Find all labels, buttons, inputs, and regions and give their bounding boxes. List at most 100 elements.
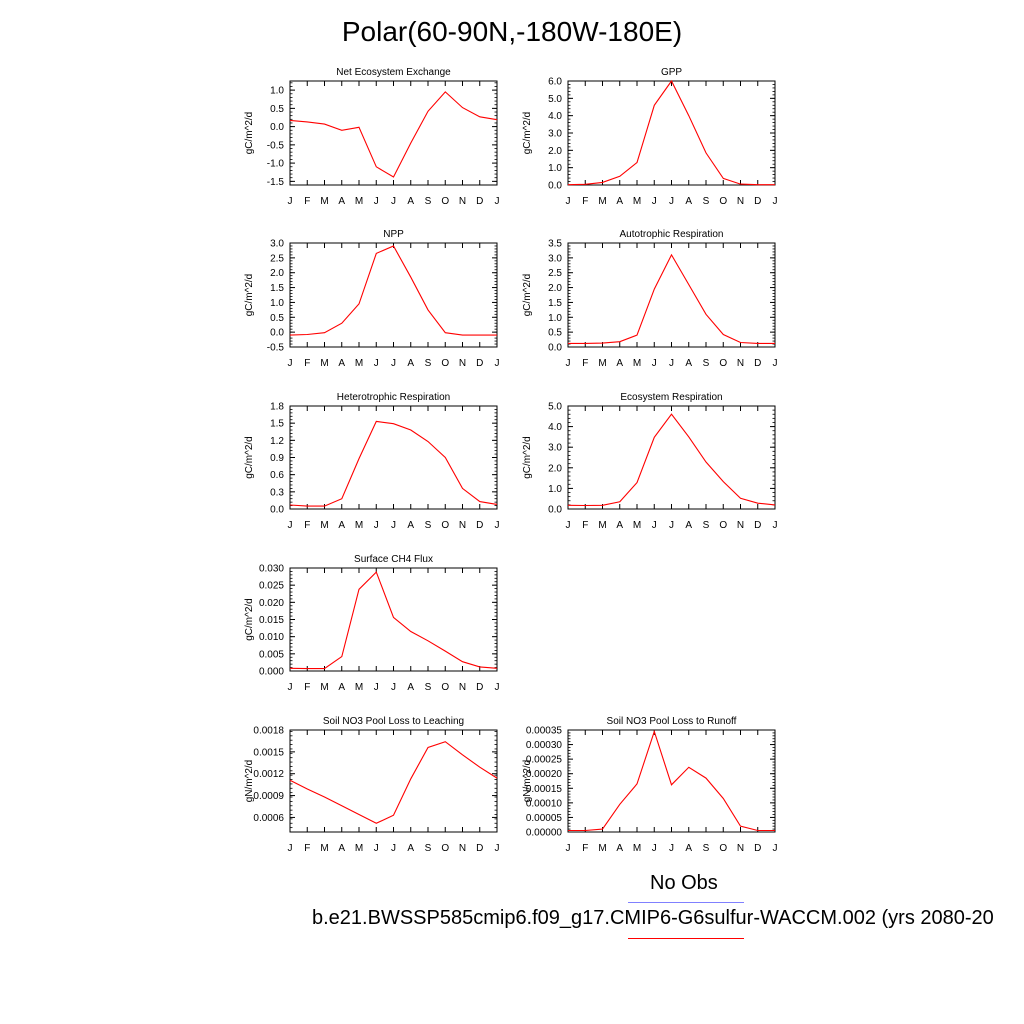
y-tick-label: 2.0 (548, 146, 562, 157)
y-tick-label: 2.5 (270, 253, 284, 264)
y-tick-label: -1.0 (267, 159, 285, 170)
legend-obs-label: No Obs (650, 872, 718, 894)
y-tick-label: 0.0018 (253, 726, 284, 737)
chart-title: Ecosystem Respiration (620, 392, 722, 403)
chart-title: Autotrophic Respiration (620, 229, 724, 240)
y-tick-label: 0.000 (259, 667, 284, 678)
plot-frame (289, 567, 498, 672)
y-tick-label: 2.0 (270, 268, 284, 279)
x-tick-label: D (476, 682, 483, 693)
x-tick-label: F (304, 196, 310, 207)
x-tick-label: D (476, 358, 483, 369)
y-tick-label: -0.5 (267, 343, 285, 354)
x-tick-label: J (495, 196, 500, 207)
y-tick-label: 0.6 (270, 470, 284, 481)
x-tick-label: A (616, 520, 623, 531)
x-tick-label: M (633, 843, 641, 854)
x-tick-label: J (391, 843, 396, 854)
x-tick-label: M (320, 358, 328, 369)
y-tick-label: 1.0 (270, 298, 284, 309)
x-tick-label: M (633, 196, 641, 207)
x-tick-label: J (374, 682, 379, 693)
y-tick-label: 0.0 (548, 181, 562, 192)
x-tick-label: A (685, 358, 692, 369)
x-tick-label: J (773, 843, 778, 854)
y-tick-label: 4.0 (548, 422, 562, 433)
x-tick-label: J (495, 682, 500, 693)
x-tick-label: M (598, 520, 606, 531)
x-tick-label: A (338, 520, 345, 531)
x-tick-label: D (754, 520, 761, 531)
x-tick-label: N (459, 843, 466, 854)
x-tick-label: J (652, 358, 657, 369)
y-tick-label: 1.0 (270, 86, 284, 97)
series-line (289, 420, 498, 507)
chart-panel-8: Soil NO3 Pool Loss to LeachinggN/m^2/d0.… (244, 716, 500, 854)
y-tick-label: 1.5 (270, 283, 284, 294)
y-axis-label: gC/m^2/d (244, 112, 255, 155)
x-tick-label: M (320, 843, 328, 854)
x-tick-label: J (669, 843, 674, 854)
x-tick-label: M (598, 196, 606, 207)
y-tick-label: 0.5 (548, 328, 562, 339)
y-tick-label: 0.00005 (526, 813, 563, 824)
x-tick-label: J (773, 520, 778, 531)
x-tick-label: M (355, 358, 363, 369)
series-line (289, 571, 498, 670)
x-tick-label: F (582, 520, 588, 531)
y-axis-label: gC/m^2/d (244, 598, 255, 641)
y-tick-label: 0.015 (259, 615, 284, 626)
x-tick-label: O (441, 196, 449, 207)
x-tick-label: M (355, 843, 363, 854)
y-tick-label: 0.0 (270, 122, 284, 133)
series-line (289, 245, 497, 336)
x-tick-label: S (425, 358, 432, 369)
y-tick-label: 0.9 (270, 453, 284, 464)
y-tick-label: 0.00025 (526, 755, 563, 766)
x-tick-label: D (754, 196, 761, 207)
y-tick-label: 0.0 (548, 505, 562, 516)
x-tick-label: D (754, 358, 761, 369)
x-tick-label: J (495, 358, 500, 369)
plot-frame (567, 405, 776, 510)
y-tick-label: 0.010 (259, 632, 284, 643)
x-tick-label: M (355, 520, 363, 531)
x-tick-label: N (459, 196, 466, 207)
x-tick-label: J (391, 196, 396, 207)
legend-model-label: b.e21.BWSSP585cmip6.f09_g17.CMIP6-G6sulf… (312, 907, 994, 929)
x-tick-label: S (425, 843, 432, 854)
x-tick-label: J (288, 358, 293, 369)
y-tick-label: 2.5 (548, 268, 562, 279)
x-tick-label: A (685, 196, 692, 207)
y-tick-label: 0.00035 (526, 726, 563, 737)
y-tick-label: 0.00015 (526, 784, 563, 795)
y-tick-label: -1.5 (267, 177, 285, 188)
x-tick-label: J (773, 358, 778, 369)
y-tick-label: 1.8 (270, 402, 284, 413)
x-tick-label: M (633, 358, 641, 369)
y-tick-label: 0.0 (548, 343, 562, 354)
x-tick-label: J (669, 196, 674, 207)
plot-frame (567, 80, 776, 186)
x-tick-label: O (719, 358, 727, 369)
x-tick-label: N (459, 520, 466, 531)
x-tick-label: A (338, 196, 345, 207)
y-tick-label: 0.0015 (253, 747, 284, 758)
x-tick-label: S (425, 682, 432, 693)
y-tick-label: 5.0 (548, 402, 562, 413)
y-tick-label: 0.025 (259, 581, 284, 592)
y-tick-label: 1.0 (548, 484, 562, 495)
x-tick-label: J (566, 520, 571, 531)
y-tick-label: 2.0 (548, 283, 562, 294)
x-tick-label: M (355, 682, 363, 693)
x-tick-label: M (598, 358, 606, 369)
chart-title: Heterotrophic Respiration (337, 392, 450, 403)
x-tick-label: A (616, 843, 623, 854)
x-tick-label: A (685, 843, 692, 854)
x-tick-label: J (288, 682, 293, 693)
x-tick-label: J (773, 196, 778, 207)
x-tick-label: A (338, 682, 345, 693)
x-tick-label: J (391, 682, 396, 693)
chart-panel-4: Autotrophic Respiration gC/m^2/d 0.0 0.5 1.0… (522, 229, 778, 369)
